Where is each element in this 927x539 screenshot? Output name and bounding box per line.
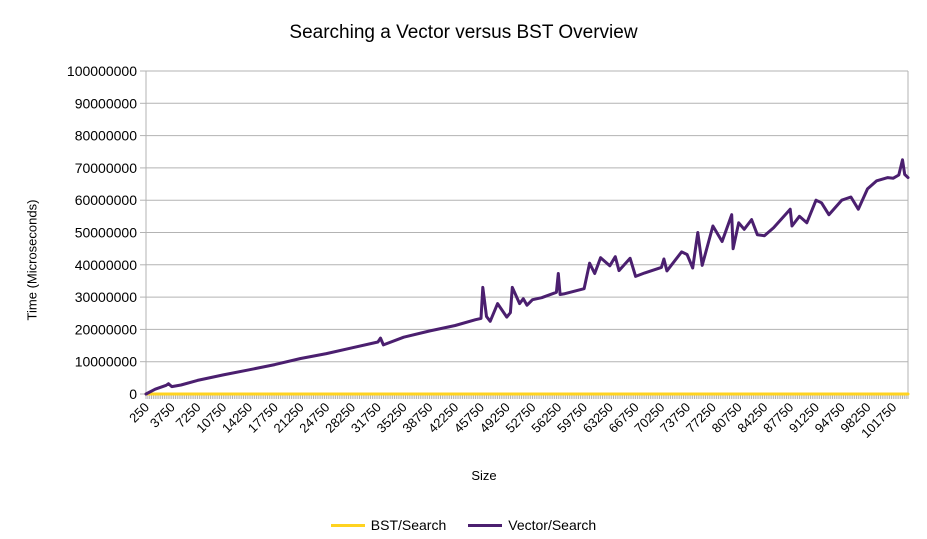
y-tick-label: 100000000 [67, 63, 137, 79]
y-tick-label: 0 [129, 386, 137, 402]
y-tick-label: 30000000 [75, 289, 138, 305]
x-tick-label: 3750 [147, 400, 178, 431]
y-tick-label: 50000000 [75, 225, 138, 241]
chart-title: Searching a Vector versus BST Overview [289, 22, 638, 43]
y-tick-label: 20000000 [75, 321, 138, 337]
legend-item: Vector/Search [468, 517, 596, 533]
series-line-vector-search [144, 158, 910, 396]
legend-swatch [330, 523, 365, 527]
y-tick-label: 40000000 [75, 257, 138, 273]
y-tick-label: 10000000 [75, 354, 138, 370]
legend: BST/Search Vector/Search [0, 517, 927, 533]
legend-label: Vector/Search [508, 517, 597, 533]
y-tick-label: 80000000 [75, 128, 138, 144]
legend-swatch [468, 523, 503, 527]
x-axis-label: Size [471, 468, 497, 483]
y-tick-label: 60000000 [75, 192, 138, 208]
legend-label: BST/Search [370, 517, 447, 533]
y-tick-label: 90000000 [75, 95, 138, 111]
legend-item: BST/Search [330, 517, 447, 533]
y-tick-label: 70000000 [75, 160, 138, 176]
